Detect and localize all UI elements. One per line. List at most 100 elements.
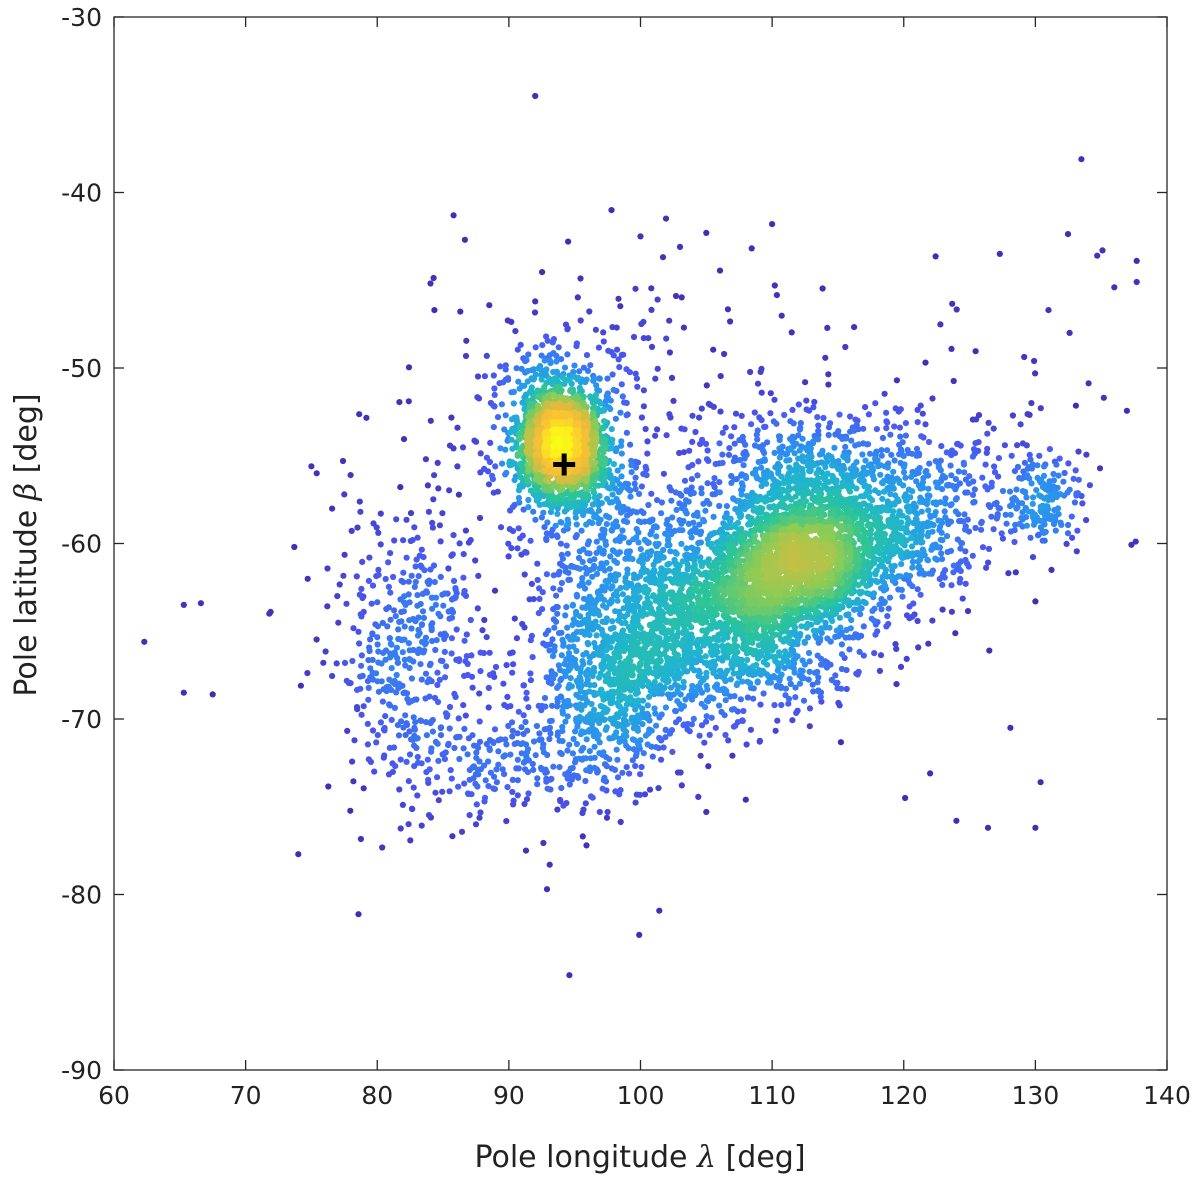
data-point <box>1083 517 1090 524</box>
data-point <box>518 365 525 372</box>
data-point <box>530 738 538 745</box>
data-point <box>538 736 545 743</box>
data-point <box>644 450 651 457</box>
data-point <box>583 570 590 577</box>
data-point <box>557 798 564 805</box>
data-point <box>716 619 724 626</box>
data-point <box>650 561 657 568</box>
data-point <box>575 774 582 781</box>
data-point <box>1023 514 1030 521</box>
data-point <box>1037 779 1044 786</box>
data-point <box>463 337 470 344</box>
data-point <box>473 801 480 808</box>
data-point <box>365 756 372 763</box>
data-point <box>778 449 785 456</box>
data-point <box>588 721 596 728</box>
data-point <box>570 616 577 623</box>
data-point <box>651 678 658 686</box>
data-point <box>455 658 463 665</box>
data-point <box>799 472 806 479</box>
data-point <box>304 575 311 582</box>
data-point <box>851 427 858 434</box>
data-point <box>838 629 845 636</box>
data-point <box>645 678 652 686</box>
data-point <box>975 412 983 419</box>
data-point <box>589 519 596 527</box>
data-point <box>369 727 377 734</box>
data-point <box>950 377 957 385</box>
data-point <box>711 475 718 482</box>
data-point <box>417 661 424 668</box>
data-point <box>939 606 946 613</box>
data-point <box>1005 570 1012 577</box>
data-point <box>499 460 506 467</box>
data-point <box>721 350 728 358</box>
data-point <box>408 675 415 682</box>
data-point <box>752 505 759 512</box>
data-point <box>603 583 610 591</box>
data-point <box>354 706 361 713</box>
data-point <box>785 474 792 481</box>
data-point <box>455 715 462 722</box>
data-point <box>427 280 434 287</box>
data-point <box>978 520 985 527</box>
data-point <box>782 685 790 692</box>
data-point <box>402 712 409 719</box>
data-point <box>751 409 758 416</box>
data-point <box>1133 278 1140 286</box>
data-point <box>590 689 597 696</box>
data-point <box>549 636 556 643</box>
data-point <box>586 631 593 639</box>
data-point <box>787 680 794 688</box>
data-point <box>502 366 509 373</box>
data-point <box>473 749 480 756</box>
data-point <box>816 451 824 458</box>
data-point <box>632 370 639 377</box>
data-point <box>939 537 946 544</box>
data-point <box>870 590 878 597</box>
data-point <box>347 680 354 687</box>
data-point <box>596 808 603 816</box>
data-point <box>551 624 558 631</box>
data-point <box>398 618 405 625</box>
data-point <box>394 659 402 666</box>
data-point <box>653 722 660 729</box>
data-point <box>439 788 446 795</box>
data-point <box>534 775 541 782</box>
data-point <box>601 527 608 534</box>
data-point <box>681 623 688 630</box>
data-point <box>858 471 865 478</box>
data-point <box>633 526 640 533</box>
data-point <box>382 713 389 720</box>
data-point <box>576 565 584 572</box>
data-point <box>1033 487 1040 494</box>
data-point <box>703 669 710 677</box>
data-point <box>751 492 759 500</box>
data-point <box>680 703 688 710</box>
data-point <box>873 426 881 433</box>
data-point <box>511 740 518 748</box>
data-point <box>373 739 380 746</box>
data-point <box>889 546 896 553</box>
data-point <box>807 445 814 452</box>
data-point <box>412 719 419 726</box>
data-point <box>811 398 818 406</box>
data-point <box>654 296 661 303</box>
data-point <box>424 482 431 489</box>
data-point <box>658 578 665 585</box>
data-point <box>639 721 646 728</box>
data-point <box>814 679 821 686</box>
data-point <box>475 572 482 580</box>
data-point <box>375 566 382 573</box>
data-point <box>682 696 689 703</box>
data-point <box>606 565 613 572</box>
data-point <box>559 555 567 562</box>
data-point <box>543 535 550 542</box>
data-point <box>704 686 711 693</box>
data-point <box>606 735 613 742</box>
data-point <box>605 404 613 411</box>
data-point <box>676 243 684 250</box>
data-point <box>774 667 781 674</box>
data-point <box>922 359 929 366</box>
data-point <box>999 487 1007 495</box>
